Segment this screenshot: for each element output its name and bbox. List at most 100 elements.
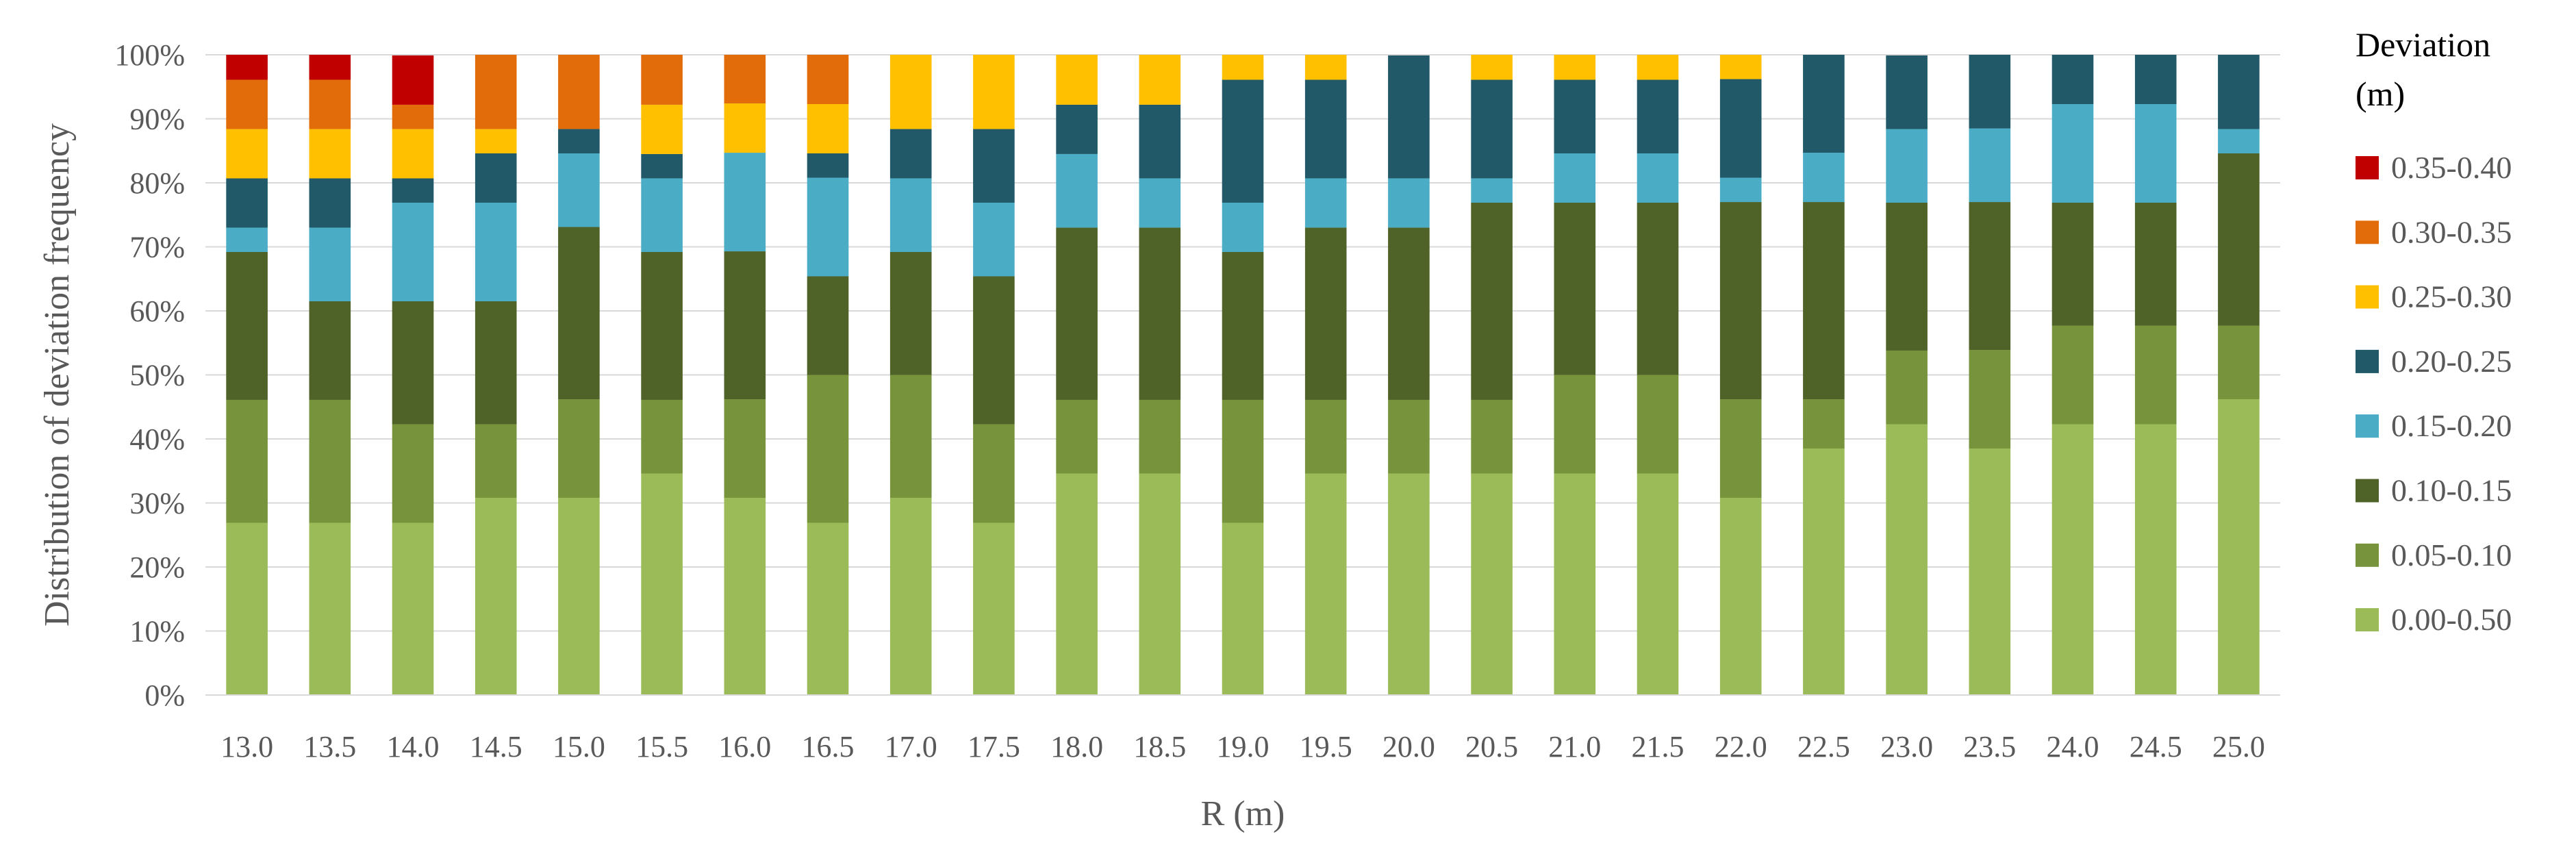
bar-segment-0.00-0.50-21.0 xyxy=(1554,473,1596,695)
x-tick-label: 21.0 xyxy=(1548,730,1601,764)
bar-segment-0.10-0.15-17.5 xyxy=(973,276,1015,425)
x-tick-label: 21.5 xyxy=(1632,730,1684,764)
y-tick-label: 0% xyxy=(144,679,185,712)
bar-segment-0.25-0.30-13.0 xyxy=(226,129,268,179)
bar-segment-0.30-0.35-15.5 xyxy=(641,55,683,105)
legend: Deviation (m) 0.35-0.40 0.30-0.35 0.25-0.30 0… xyxy=(2356,25,2512,637)
y-tick-label: 30% xyxy=(129,487,185,520)
bar-segment-0.00-0.50-16.5 xyxy=(807,522,849,695)
x-tick-label: 20.5 xyxy=(1465,730,1518,764)
x-tick-label: 19.0 xyxy=(1217,730,1270,764)
x-tick-label: 17.5 xyxy=(968,730,1020,764)
x-tick-label: 23.5 xyxy=(1963,730,2016,764)
bar-segment-0.00-0.50-20.0 xyxy=(1388,473,1430,695)
legend-swatch-0.20-0.25 xyxy=(2356,349,2379,373)
bar-segment-0.05-0.10-14.5 xyxy=(475,424,517,499)
x-tick-label: 18.5 xyxy=(1133,730,1186,764)
bar-segment-0.00-0.50-20.5 xyxy=(1471,473,1513,695)
legend-swatch-0.00-0.50 xyxy=(2356,608,2379,632)
bar-segment-0.00-0.50-18.5 xyxy=(1139,473,1181,695)
bar-segment-0.00-0.50-24.0 xyxy=(2051,424,2094,695)
bar-segment-0.15-0.20-24.0 xyxy=(2051,103,2094,203)
bar-segment-0.20-0.25-17.5 xyxy=(973,129,1015,203)
bar-segment-0.10-0.15-14.5 xyxy=(475,301,517,425)
bar-segment-0.00-0.50-14.5 xyxy=(475,498,517,695)
bar-segment-0.35-0.40-13.0 xyxy=(226,55,268,80)
bar-segment-0.30-0.35-13.0 xyxy=(226,79,268,129)
bar-segment-0.15-0.20-19.0 xyxy=(1222,202,1264,252)
bar-segment-0.05-0.10-15.0 xyxy=(558,399,600,499)
bar-segment-0.15-0.20-16.5 xyxy=(807,177,849,277)
bar-segment-0.25-0.30-22.0 xyxy=(1719,55,1762,79)
bar-segment-0.00-0.50-14.0 xyxy=(392,522,434,695)
y-tick-label: 80% xyxy=(129,166,185,200)
bar-segment-0.00-0.50-17.0 xyxy=(889,498,932,695)
bar-segment-0.20-0.25-20.5 xyxy=(1471,79,1513,179)
bar-segment-0.15-0.20-23.0 xyxy=(1886,129,1928,203)
bar-segment-0.05-0.10-20.5 xyxy=(1471,399,1513,474)
y-tick-label: 10% xyxy=(129,615,185,648)
bar-segment-0.10-0.15-25.0 xyxy=(2218,153,2260,326)
bar-segment-0.10-0.15-15.5 xyxy=(641,251,683,400)
x-tick-label: 19.5 xyxy=(1300,730,1352,764)
bar-segment-0.10-0.15-14.0 xyxy=(392,301,434,425)
bar-segment-0.15-0.20-23.5 xyxy=(1969,128,2011,203)
bar-segment-0.15-0.20-20.5 xyxy=(1471,178,1513,203)
x-tick-label: 17.0 xyxy=(885,730,937,764)
legend-label-0.20-0.25: 0.20-0.25 xyxy=(2391,344,2512,379)
bar-segment-0.10-0.15-24.5 xyxy=(2134,202,2177,326)
bar-segment-0.10-0.15-21.5 xyxy=(1637,202,1679,375)
legend-swatch-0.10-0.15 xyxy=(2356,479,2379,503)
bar-segment-0.25-0.30-13.5 xyxy=(309,129,351,179)
x-tick-label: 20.0 xyxy=(1382,730,1435,764)
x-tick-label: 13.0 xyxy=(220,730,273,764)
bar-segment-0.15-0.20-14.5 xyxy=(475,202,517,301)
bar-segment-0.00-0.50-23.0 xyxy=(1886,424,1928,695)
bar-segment-0.00-0.50-19.5 xyxy=(1304,473,1347,695)
x-tick-label: 15.5 xyxy=(635,730,688,764)
bar-segment-0.20-0.25-21.5 xyxy=(1637,79,1679,153)
bar-segment-0.00-0.50-22.5 xyxy=(1803,449,1845,695)
bar-segment-0.25-0.30-17.5 xyxy=(973,55,1015,129)
bar-segment-0.20-0.25-23.5 xyxy=(1969,55,2011,129)
y-tick-label: 20% xyxy=(129,551,185,584)
bar-segment-0.05-0.10-22.0 xyxy=(1719,399,1762,499)
y-tick-label: 40% xyxy=(129,422,185,456)
bar-segment-0.05-0.10-20.0 xyxy=(1388,399,1430,474)
bar-segment-0.05-0.10-16.5 xyxy=(807,375,849,523)
bar-segment-0.15-0.20-18.0 xyxy=(1056,153,1098,228)
bar-segment-0.10-0.15-19.5 xyxy=(1304,227,1347,400)
bar-segment-0.15-0.20-19.5 xyxy=(1304,178,1347,228)
bar-segment-0.05-0.10-24.5 xyxy=(2134,325,2177,425)
bar-segment-0.10-0.15-23.5 xyxy=(1969,202,2011,351)
bar-segment-0.20-0.25-19.5 xyxy=(1304,79,1347,179)
x-tick-label: 16.5 xyxy=(802,730,855,764)
bar-segment-0.05-0.10-14.0 xyxy=(392,424,434,523)
bar-segment-0.15-0.20-22.0 xyxy=(1719,177,1762,203)
bar-segment-0.25-0.30-21.5 xyxy=(1637,55,1679,80)
legend-label-0.10-0.15: 0.10-0.15 xyxy=(2391,473,2512,508)
x-axis-label: R (m) xyxy=(1201,794,1285,833)
bar-segment-0.10-0.15-18.0 xyxy=(1056,227,1098,400)
bar-segment-0.15-0.20-14.0 xyxy=(392,202,434,301)
bar-segment-0.00-0.50-25.0 xyxy=(2218,399,2260,695)
bar-segment-0.00-0.50-17.5 xyxy=(973,522,1015,695)
bar-segment-0.10-0.15-17.0 xyxy=(889,251,932,375)
bar-segment-0.10-0.15-19.0 xyxy=(1222,251,1264,400)
bar-segment-0.05-0.10-21.0 xyxy=(1554,375,1596,474)
bar-segment-0.30-0.35-16.0 xyxy=(724,55,766,104)
bar-segment-0.20-0.25-23.0 xyxy=(1886,55,1928,129)
bar-segment-0.20-0.25-14.0 xyxy=(392,178,434,203)
bar-segment-0.20-0.25-22.5 xyxy=(1803,55,1845,153)
bar-segment-0.05-0.10-23.5 xyxy=(1969,350,2011,449)
legend-title: Deviation (m) xyxy=(2356,25,2490,113)
x-tick-label: 18.0 xyxy=(1050,730,1103,764)
x-tick-label: 14.5 xyxy=(470,730,522,764)
bar-segment-0.15-0.20-21.5 xyxy=(1637,153,1679,203)
bar-segment-0.35-0.40-13.5 xyxy=(309,55,351,80)
bar-segment-0.25-0.30-19.0 xyxy=(1222,55,1264,80)
bar-segment-0.20-0.25-20.0 xyxy=(1388,55,1430,179)
legend-swatch-0.05-0.10 xyxy=(2356,543,2379,567)
bar-segment-0.05-0.10-19.5 xyxy=(1304,399,1347,474)
